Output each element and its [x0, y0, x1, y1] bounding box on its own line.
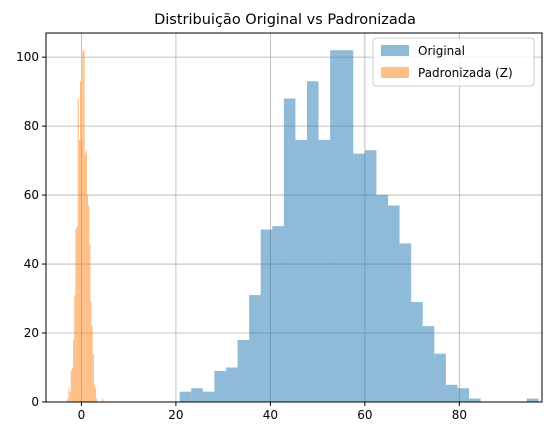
bar-series-0-bin-8: [272, 226, 284, 402]
y-tick-label-1: 20: [24, 326, 39, 340]
bar-series-0-bin-6: [249, 295, 261, 402]
bar-series-0-bin-14: [341, 50, 354, 403]
bar-series-0-bin-24: [457, 388, 470, 402]
bar-series-1-bin-20: [90, 301, 92, 402]
y-tick-label-2: 40: [24, 257, 39, 271]
bar-series-0-bin-0: [179, 391, 192, 402]
y-tick-label-0: 0: [31, 395, 39, 409]
legend-box: [372, 37, 535, 87]
y-tick-label-5: 100: [16, 50, 39, 64]
x-tick-label-1: 20: [168, 408, 183, 422]
bar-series-0-bin-3: [214, 370, 226, 402]
bar-series-1-bin-13: [82, 50, 84, 403]
bar-series-0-bin-7: [260, 229, 273, 402]
bar-series-1-bin-18: [88, 205, 90, 402]
bar-series-0-bin-21: [422, 326, 435, 402]
bar-series-1-bin-30: [101, 398, 104, 402]
bar-series-1-bin-5: [73, 339, 75, 402]
bar-series-1-bin-2: [69, 391, 71, 402]
y-tick-label-4: 80: [24, 119, 39, 133]
bar-series-1-bin-12: [81, 139, 83, 402]
bar-series-0-bin-19: [399, 243, 412, 402]
bar-series-1-bin-21: [91, 326, 93, 402]
chart-title: Distribuição Original vs Padronizada: [154, 12, 416, 28]
legend-label-0: Original: [418, 44, 465, 58]
legend-swatch-0: [381, 45, 409, 56]
bar-series-1-bin-19: [89, 243, 91, 402]
bar-series-0-bin-12: [318, 139, 331, 402]
bar-series-1-bin-4: [71, 367, 74, 402]
bar-series-1-bin-0: [67, 398, 69, 402]
bar-series-1-bin-11: [79, 81, 82, 403]
x-tick-label-3: 60: [357, 408, 372, 422]
bar-series-0-bin-2: [202, 391, 215, 402]
bar-series-1-bin-25: [96, 398, 98, 402]
plot-frame: [45, 32, 543, 403]
x-tick-label-2: 40: [263, 408, 278, 422]
bar-series-0-bin-22: [434, 353, 446, 402]
legend-swatch-1: [381, 67, 409, 78]
ticks-layer: 0 20 40 60 80 0 20 40 60 80 100: [16, 50, 467, 422]
bar-series-1-bin-10: [78, 139, 80, 402]
bar-series-0-bin-1: [191, 388, 203, 402]
bar-series-0-bin-13: [330, 50, 342, 403]
x-tick-label-4: 80: [452, 408, 467, 422]
bar-series-1-bin-14: [83, 50, 85, 403]
bar-series-1-bin-8: [76, 226, 78, 402]
bar-series-1-bin-24: [95, 388, 97, 402]
y-tick-label-3: 60: [24, 188, 39, 202]
bars-layer: [67, 50, 539, 403]
bar-series-1-bin-9: [77, 98, 79, 402]
bar-series-0-bin-30: [526, 398, 539, 402]
bar-series-1-bin-3: [70, 370, 72, 402]
legend-label-1: Padronizada (Z): [418, 66, 513, 80]
legend: Original Padronizada (Z): [372, 37, 535, 87]
bar-series-0-bin-20: [411, 301, 423, 402]
bar-series-0-bin-5: [237, 339, 250, 402]
bar-series-0-bin-25: [469, 398, 481, 402]
bar-series-0-bin-17: [376, 195, 389, 402]
bar-series-1-bin-23: [93, 384, 96, 402]
bar-series-1-bin-22: [92, 353, 94, 402]
bar-series-0-bin-9: [283, 98, 296, 402]
bar-series-0-bin-18: [388, 205, 400, 402]
bar-series-1-bin-17: [86, 195, 89, 402]
bar-series-1-bin-15: [84, 153, 86, 402]
bar-series-0-bin-16: [364, 150, 377, 402]
bar-series-1-bin-6: [74, 295, 76, 402]
bar-series-0-bin-23: [445, 384, 458, 402]
bar-series-1-bin-16: [85, 150, 87, 402]
bar-series-1-bin-1: [68, 388, 70, 402]
x-tick-label-0: 0: [78, 408, 86, 422]
bar-series-0-bin-15: [353, 153, 365, 402]
bar-series-0-bin-4: [225, 367, 238, 402]
bar-series-1-bin-7: [75, 229, 77, 402]
bar-series-0-bin-11: [306, 81, 319, 403]
bar-series-0-bin-10: [295, 139, 307, 402]
